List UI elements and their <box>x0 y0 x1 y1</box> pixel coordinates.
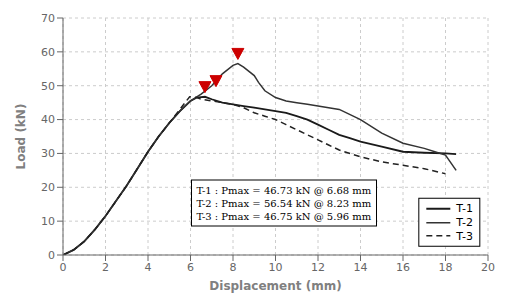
html-text:T-3: T-3 <box>456 229 473 243</box>
svg-text:20: 20 <box>481 261 495 274</box>
svg-text:12: 12 <box>311 261 325 274</box>
svg-text:6: 6 <box>187 261 194 274</box>
svg-text:Displacement (mm): Displacement (mm) <box>209 279 341 293</box>
svg-text:10: 10 <box>41 215 55 228</box>
svg-text:0: 0 <box>60 261 67 274</box>
html-text:T-2: T-2 <box>456 215 473 229</box>
svg-text:0: 0 <box>48 249 55 262</box>
svg-text:Load (kN): Load (kN) <box>14 104 28 170</box>
svg-text:18: 18 <box>439 261 453 274</box>
svg-text:10: 10 <box>269 261 283 274</box>
svg-text:4: 4 <box>145 261 152 274</box>
html-text:T-1: T-1 <box>456 201 473 215</box>
svg-text:2: 2 <box>102 261 109 274</box>
html-text:T-3 : Pmax = 46.75 kN @ 5.96 m: T-3 : Pmax = 46.75 kN @ 5.96 mm <box>196 210 372 222</box>
svg-text:60: 60 <box>41 46 55 59</box>
html-text:T-2 : Pmax = 56.54 kN @ 8.23 m: T-2 : Pmax = 56.54 kN @ 8.23 mm <box>196 197 372 209</box>
html-text:T-1 : Pmax = 46.73 kN @ 6.68 m: T-1 : Pmax = 46.73 kN @ 6.68 mm <box>196 184 372 196</box>
svg-text:70: 70 <box>41 12 55 25</box>
svg-text:30: 30 <box>41 147 55 160</box>
svg-text:20: 20 <box>41 181 55 194</box>
svg-text:50: 50 <box>41 80 55 93</box>
svg-text:16: 16 <box>396 261 410 274</box>
svg-text:8: 8 <box>230 261 237 274</box>
svg-text:40: 40 <box>41 113 55 126</box>
svg-text:14: 14 <box>354 261 368 274</box>
